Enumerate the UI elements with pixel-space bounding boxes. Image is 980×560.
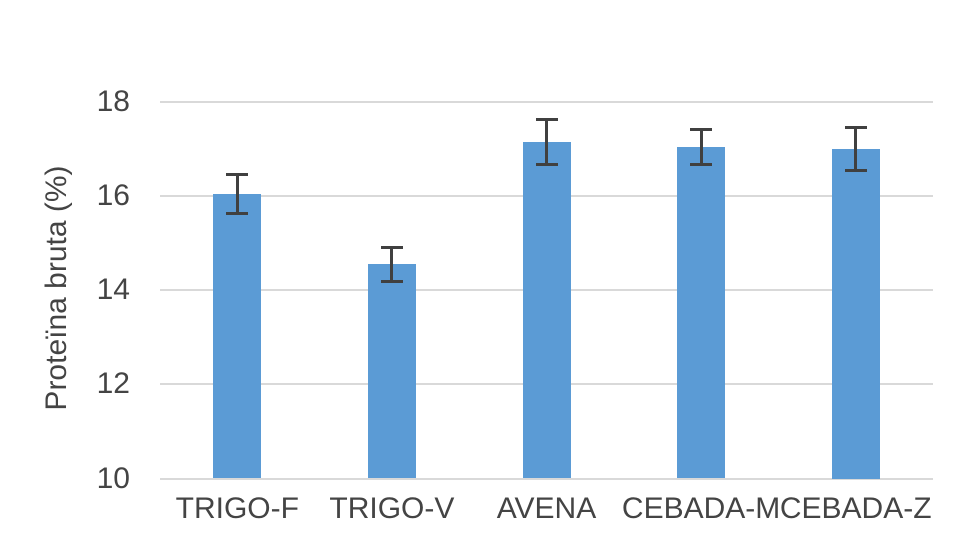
bar xyxy=(367,264,416,479)
x-axis-label: CEBADA-Z xyxy=(779,492,932,525)
error-bar-stem xyxy=(235,172,239,215)
error-bar xyxy=(690,127,713,166)
x-axis-line xyxy=(160,477,933,480)
y-tick-label: 10 xyxy=(96,461,130,495)
x-axis-label: TRIGO-F xyxy=(175,492,299,525)
x-axis-label: CEBADA-M xyxy=(621,492,781,525)
y-tick-label: 12 xyxy=(96,367,130,401)
error-bar-stem xyxy=(854,126,858,172)
bar xyxy=(213,193,262,479)
x-axis-label: AVENA xyxy=(496,492,597,525)
error-bar xyxy=(380,245,403,284)
x-axis-label: TRIGO-V xyxy=(329,492,455,525)
y-tick-label: 16 xyxy=(96,179,130,213)
error-bar-stem xyxy=(699,127,703,166)
bar xyxy=(677,146,726,479)
bar xyxy=(831,149,880,479)
gridline xyxy=(160,101,933,103)
y-tick-label: 18 xyxy=(96,85,130,118)
error-bar xyxy=(535,118,558,166)
y-tick-label: 14 xyxy=(96,273,130,307)
error-bar-stem xyxy=(545,118,548,166)
bar xyxy=(522,142,571,479)
error-bar xyxy=(226,172,249,215)
error-bar-stem xyxy=(390,245,394,284)
error-bar xyxy=(844,126,867,172)
